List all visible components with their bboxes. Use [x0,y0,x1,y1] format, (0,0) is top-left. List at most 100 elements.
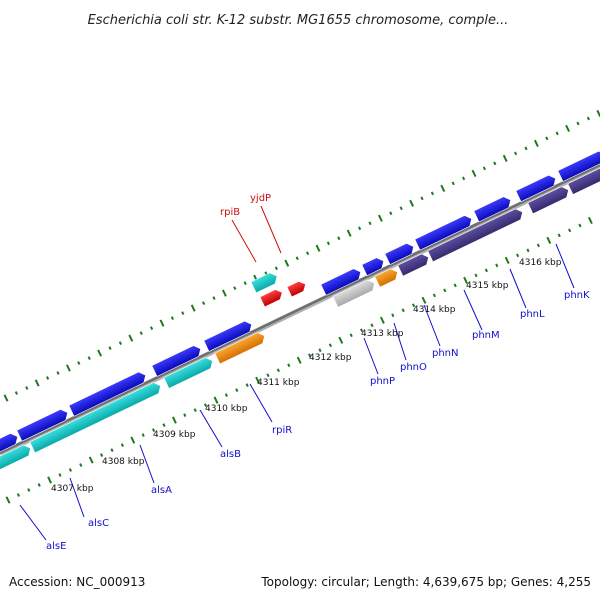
tick-mark [204,403,208,408]
tick-mark [97,349,103,357]
tick-mark [432,293,436,298]
feature-blue-shape [557,150,600,182]
feature-blue[interactable] [151,343,203,377]
feature-blue[interactable] [0,431,20,457]
tick-mark [482,166,486,171]
tick-mark [65,364,71,372]
leader-rpir [249,383,273,423]
feature-cyan[interactable] [29,380,163,454]
tick-mark [128,334,134,342]
feature-blue[interactable] [515,173,558,203]
leader-yjdp [260,205,282,254]
feature-blue[interactable] [414,213,474,251]
tick-mark [545,136,549,141]
feature-orange[interactable] [214,330,267,365]
feature-blue-shape [361,257,384,277]
feature-cyan-shape [29,382,161,454]
feature-blue[interactable] [361,256,386,277]
tick-mark [471,169,477,177]
tick-mark [264,271,268,276]
feature-blue[interactable] [68,370,148,417]
tick-mark [451,181,455,186]
gene-label-phnn[interactable]: phnN [432,348,459,359]
tick-mark [170,316,174,321]
feature-purple[interactable] [397,252,431,277]
feature-orange-shape [374,268,398,288]
feature-rpib-cyan[interactable] [250,271,280,294]
inner-tick-ring [5,216,593,504]
tick-mark [46,376,50,380]
tick-mark [493,161,497,166]
feature-gray[interactable] [332,278,377,308]
feature-gray-shape [332,279,375,308]
gene-label-alsb[interactable]: alsB [220,449,241,460]
tick-mark [412,303,416,308]
gene-label-phnm[interactable]: phnM [472,330,500,341]
gene-label-alse[interactable]: alsE [46,541,66,552]
kbp-label: 4312 kbp [309,353,352,363]
tick-mark [338,336,344,344]
chromosome-backbone-core [0,163,600,455]
tick-mark [308,353,312,358]
feature-blue[interactable] [384,241,416,265]
feature-cyan[interactable] [0,443,33,472]
feature-purple[interactable] [427,207,525,263]
gene-label-alsa[interactable]: alsA [151,485,172,496]
gene-label-rpib[interactable]: rpiB [220,207,240,218]
tick-mark [193,408,197,413]
gene-label-phno[interactable]: phnO [400,362,427,373]
kbp-label: 4315 kbp [466,281,509,291]
gene-label-phnl[interactable]: phnL [520,309,545,320]
feature-purple-shape [427,208,523,263]
gene-label-yjdp[interactable]: yjdP [250,193,271,204]
tick-mark [586,116,590,121]
tick-mark [453,283,457,288]
feature-cyan[interactable] [163,355,215,389]
feature-blue-shape [0,433,18,457]
feature-yjdp-red-shape [286,281,306,298]
tick-mark [555,131,559,136]
gene-label-rpir[interactable]: rpiR [272,425,292,436]
feature-orange[interactable] [374,267,400,288]
kbp-label: 4309 kbp [153,430,196,440]
feature-blue-shape [384,243,414,265]
leader-alsa [139,444,155,484]
tick-mark [183,413,187,418]
tick-mark [463,276,469,284]
feature-yjdp-red[interactable] [286,279,308,298]
kbp-label: 4307 kbp [51,484,94,494]
feature-blue-shape [515,174,556,203]
tick-mark [233,286,237,291]
tick-mark [56,371,60,375]
leader-alsc [69,477,85,518]
gene-label-alsc[interactable]: alsC [88,518,109,529]
feature-blue-shape [414,215,472,251]
feature-purple[interactable] [527,185,571,215]
feature-blue-shape [151,345,201,377]
feature-purple[interactable] [567,163,600,195]
feature-blue[interactable] [203,319,254,352]
leader-alse [19,504,47,541]
feature-cyan-shape [163,357,213,389]
tick-mark [557,233,561,238]
feature-rpib-red-shape [259,289,283,308]
tick-mark [159,319,165,327]
tick-mark [462,176,466,181]
gene-label-phnk[interactable]: phnK [564,290,590,301]
tick-mark [190,304,196,312]
tick-mark [377,214,383,222]
tick-mark [34,379,40,387]
topology-text: Topology: circular; Length: 4,639,675 bp… [260,575,591,589]
feature-blue[interactable] [557,149,600,182]
feature-blue[interactable] [320,267,363,296]
feature-blue[interactable] [16,407,70,442]
feature-rpib-red[interactable] [259,287,285,308]
feature-blue[interactable] [473,195,513,223]
tick-mark [88,456,94,464]
tick-mark [349,333,353,338]
kbp-labels: 4307 kbp 4308 kbp 4309 kbp 4310 kbp 4311… [51,258,562,494]
tick-mark [47,476,53,484]
tick-mark [443,288,447,293]
gene-label-phnp[interactable]: phnP [370,376,395,387]
